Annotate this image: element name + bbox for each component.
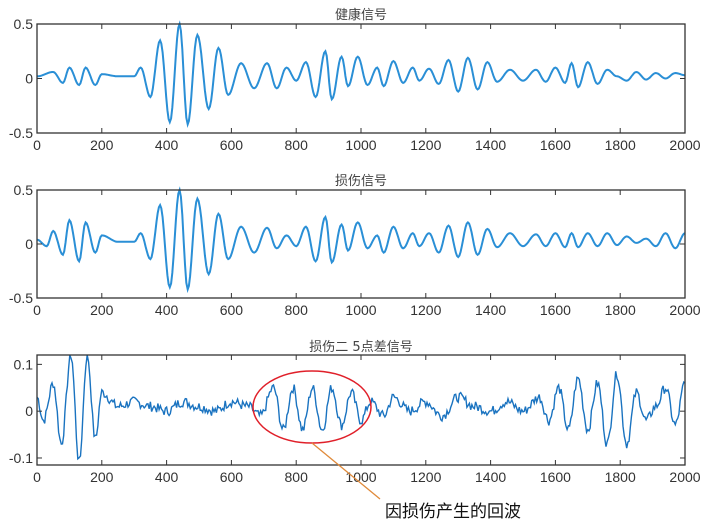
series-line: [36, 354, 686, 461]
y-tick-label: 0.5: [14, 182, 34, 198]
x-tick-label: 1200: [410, 469, 441, 485]
x-tick-label: 1800: [605, 137, 636, 153]
annotation-label: 因损伤产生的回波: [385, 502, 521, 522]
x-tick-label: 1400: [475, 469, 506, 485]
y-tick-label: 0: [25, 71, 33, 87]
series-line: [36, 186, 686, 294]
y-tick-label: 0: [25, 236, 33, 252]
axes-box: [36, 189, 686, 299]
x-tick-label: 600: [220, 137, 244, 153]
chart-title: 健康信号: [334, 8, 387, 23]
x-tick-label: 0: [33, 137, 41, 153]
x-tick-label: 400: [155, 469, 179, 485]
x-tick-label: 800: [285, 469, 309, 485]
x-tick-label: 1600: [540, 137, 571, 153]
x-tick-label: 0: [33, 469, 41, 485]
x-tick-label: 400: [155, 302, 179, 318]
y-tick-label: -0.5: [9, 125, 33, 141]
x-tick-label: 800: [285, 137, 309, 153]
x-tick-label: 1600: [540, 469, 571, 485]
axes-box: [36, 354, 686, 466]
x-tick-label: 0: [33, 302, 41, 318]
x-tick-label: 1800: [605, 302, 636, 318]
x-tick-label: 2000: [669, 469, 700, 485]
chart-healthy-signal: 健康信号: [0, 0, 710, 165]
x-tick-label: 200: [90, 302, 114, 318]
axes-box: [36, 23, 686, 134]
x-tick-label: 200: [90, 469, 114, 485]
x-tick-label: 1400: [475, 302, 506, 318]
y-tick-label: -0.5: [9, 290, 33, 306]
y-tick-label: 0: [25, 403, 33, 419]
x-tick-label: 1000: [345, 137, 376, 153]
annotation-leader-line: [311, 442, 381, 500]
x-tick-label: 1400: [475, 137, 506, 153]
series-line: [37, 20, 686, 129]
x-tick-label: 1200: [410, 302, 441, 318]
x-tick-label: 600: [220, 302, 244, 318]
x-tick-label: 1600: [540, 302, 571, 318]
chart-difference-signal: 损伤二 5点差信号: [0, 332, 710, 502]
chart-title: 损伤信号: [334, 174, 387, 189]
x-tick-label: 1000: [345, 469, 376, 485]
y-tick-label: 0.5: [14, 16, 34, 32]
annotation-ellipse: [252, 370, 372, 444]
y-tick-label: 0.1: [14, 356, 34, 372]
y-tick-label: -0.1: [9, 450, 33, 466]
x-tick-label: 1800: [605, 469, 636, 485]
x-tick-label: 600: [220, 469, 244, 485]
x-tick-label: 400: [155, 137, 179, 153]
chart-title: 损伤二 5点差信号: [309, 340, 413, 355]
chart-damage-signal: 损伤信号: [0, 166, 710, 331]
x-tick-label: 1200: [410, 137, 441, 153]
x-tick-label: 200: [90, 137, 114, 153]
x-tick-label: 2000: [669, 302, 700, 318]
x-tick-label: 1000: [345, 302, 376, 318]
x-tick-label: 2000: [669, 137, 700, 153]
x-tick-label: 800: [285, 302, 309, 318]
